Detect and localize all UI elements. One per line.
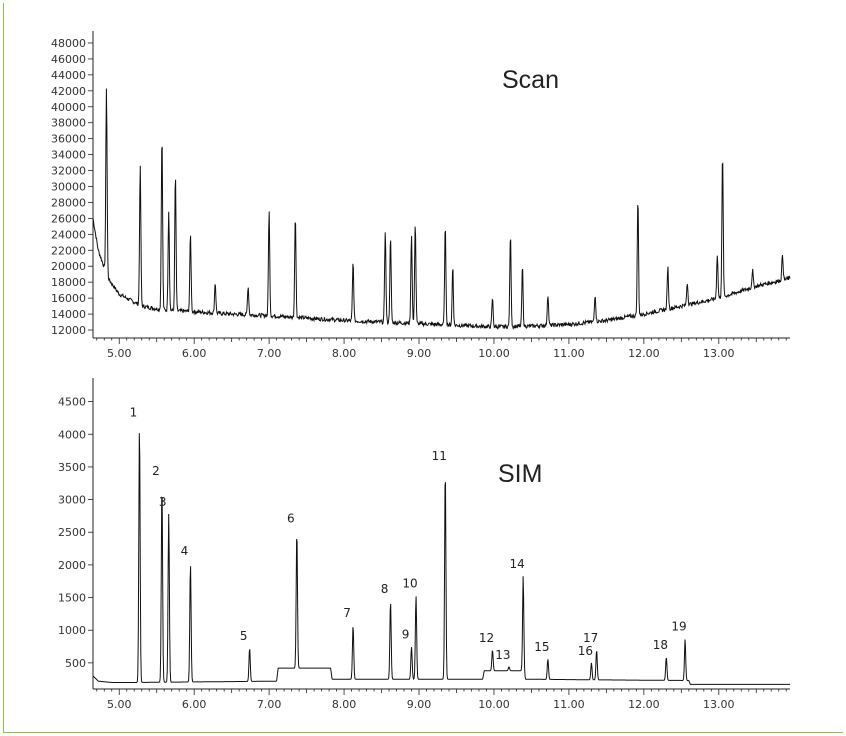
peak-label: 10	[402, 577, 417, 591]
x-tick-label: 13.00	[703, 347, 735, 360]
x-tick-label: 7.00	[257, 347, 282, 360]
peak-label: 17	[583, 631, 598, 645]
y-tick-label: 30000	[51, 181, 86, 194]
x-tick-label: 10.00	[478, 698, 510, 711]
peak-label: 2	[152, 464, 160, 478]
x-tick-label: 9.00	[407, 347, 432, 360]
y-tick-label: 4000	[58, 428, 86, 441]
x-tick-label: 10.00	[478, 347, 510, 360]
y-tick-label: 500	[65, 657, 86, 670]
y-tick-label: 4500	[58, 396, 86, 409]
y-tick-label: 48000	[51, 37, 86, 50]
y-tick-label: 16000	[51, 292, 86, 305]
x-tick-label: 11.00	[553, 347, 585, 360]
y-tick-label: 18000	[51, 276, 86, 289]
y-tick-label: 40000	[51, 101, 86, 114]
y-tick-label: 42000	[51, 85, 86, 98]
y-tick-label: 32000	[51, 165, 86, 178]
peak-label: 5	[240, 629, 248, 643]
peak-label: 12	[479, 631, 494, 645]
y-tick-label: 46000	[51, 53, 86, 66]
y-tick-label: 22000	[51, 244, 86, 257]
y-tick-label: 3500	[58, 461, 86, 474]
sim-title: SIM	[498, 460, 542, 488]
x-tick-label: 5.00	[107, 698, 132, 711]
peak-label: 13	[495, 648, 510, 662]
y-tick-label: 2500	[58, 526, 86, 539]
y-tick-label: 12000	[51, 324, 86, 337]
y-tick-label: 28000	[51, 196, 86, 209]
peak-label: 18	[653, 638, 668, 652]
scan-title: Scan	[502, 66, 559, 94]
x-tick-label: 5.00	[107, 347, 132, 360]
peak-label: 8	[381, 582, 389, 596]
x-tick-label: 9.00	[407, 698, 432, 711]
y-tick-label: 1500	[58, 592, 86, 605]
y-tick-label: 2000	[58, 559, 86, 572]
y-tick-label: 44000	[51, 69, 86, 82]
peak-label: 16	[578, 644, 593, 658]
x-tick-label: 7.00	[257, 698, 282, 711]
x-tick-label: 6.00	[182, 698, 207, 711]
y-tick-label: 24000	[51, 228, 86, 241]
x-tick-label: 12.00	[628, 698, 660, 711]
peak-label: 1	[130, 405, 138, 419]
x-tick-label: 12.00	[628, 347, 660, 360]
scan-chromatogram: Scan 5.00 6.00 7.00 8.00 9.00 10.00 11.00 12.00…	[51, 31, 791, 360]
peak-label: 11	[432, 449, 447, 463]
y-tick-label: 26000	[51, 212, 86, 225]
y-tick-label: 34000	[51, 149, 86, 162]
trace-line	[92, 433, 790, 685]
peak-label: 3	[159, 495, 167, 509]
trace-line	[92, 88, 791, 331]
peak-label: 4	[181, 544, 189, 558]
sim-chromatogram: SIM 5.00 6.00 7.00 8.00 9.00 10.00 11.00 12.00 1…	[58, 378, 790, 711]
peak-label: 6	[287, 511, 295, 525]
x-tick-label: 11.00	[553, 698, 585, 711]
x-tick-label: 13.00	[703, 698, 735, 711]
figure-frame	[3, 3, 843, 733]
x-tick-label: 6.00	[182, 347, 207, 360]
x-tick-label: 8.00	[332, 698, 357, 711]
y-tick-label: 20000	[51, 260, 86, 273]
y-tick-label: 1000	[58, 624, 86, 637]
x-tick-label: 8.00	[332, 347, 357, 360]
peak-label: 9	[402, 628, 410, 642]
peak-label: 19	[671, 620, 686, 634]
peak-label: 15	[534, 640, 549, 654]
y-tick-label: 36000	[51, 133, 86, 146]
peak-label: 7	[343, 606, 351, 620]
y-tick-label: 3000	[58, 494, 86, 507]
y-tick-label: 14000	[51, 308, 86, 321]
y-tick-label: 38000	[51, 117, 86, 130]
peak-label: 14	[510, 557, 525, 571]
